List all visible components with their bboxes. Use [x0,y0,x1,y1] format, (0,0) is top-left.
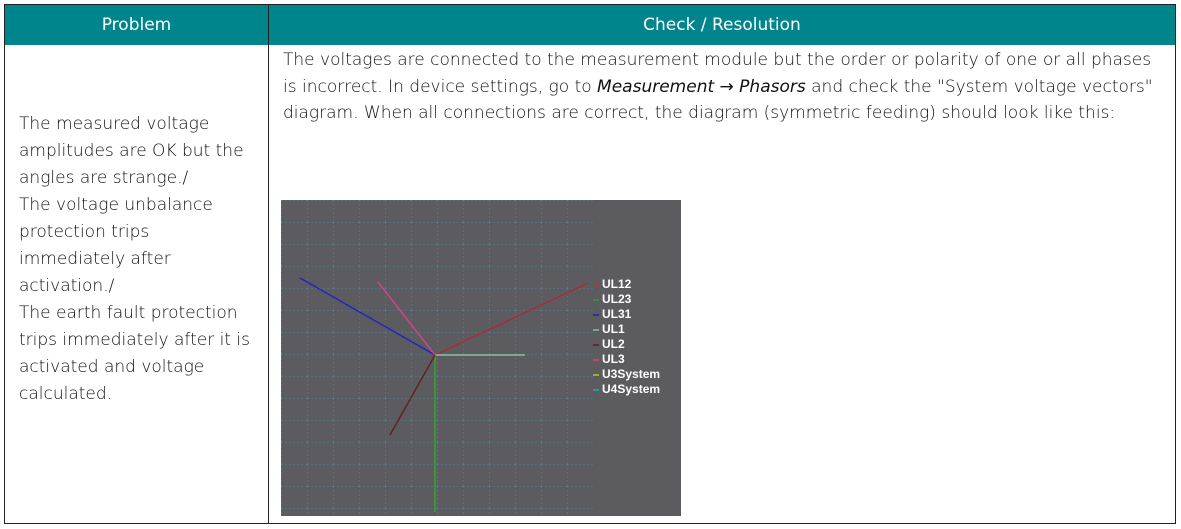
legend-label: U4System [602,382,660,396]
menu-path: Measurement → Phasors [597,76,806,97]
legend-label: UL3 [602,352,625,366]
legend-label: UL31 [602,307,632,321]
legend-label: UL23 [602,292,632,306]
header-cell: Problem [5,5,268,45]
paragraph: The voltage unbalance protection trips i… [19,195,213,296]
legend-label: UL2 [602,337,625,351]
text: and check the "System voltage vectors" d… [283,76,1153,124]
text: The voltages are connected to the measur… [283,50,1152,97]
grid [281,200,593,516]
table-body: The measured voltage amplitudes are OK b… [5,45,1175,523]
problem-cell: The measured voltage amplitudes are OK b… [19,111,254,408]
table: Problem Check / Resolution The measured … [4,4,1176,524]
divider [268,5,269,523]
resolution-text: The voltages are connected to the measur… [283,47,1163,127]
legend-label: UL1 [602,322,625,336]
header-cell: Check / Resolution [269,5,1175,45]
vectors [299,277,589,512]
paragraph: The measured voltage amplitudes are OK b… [19,114,244,188]
legend-label: UL12 [602,277,632,291]
paragraph: The earth fault protection trips immedia… [19,303,250,404]
legend-label: U3System [602,367,660,381]
